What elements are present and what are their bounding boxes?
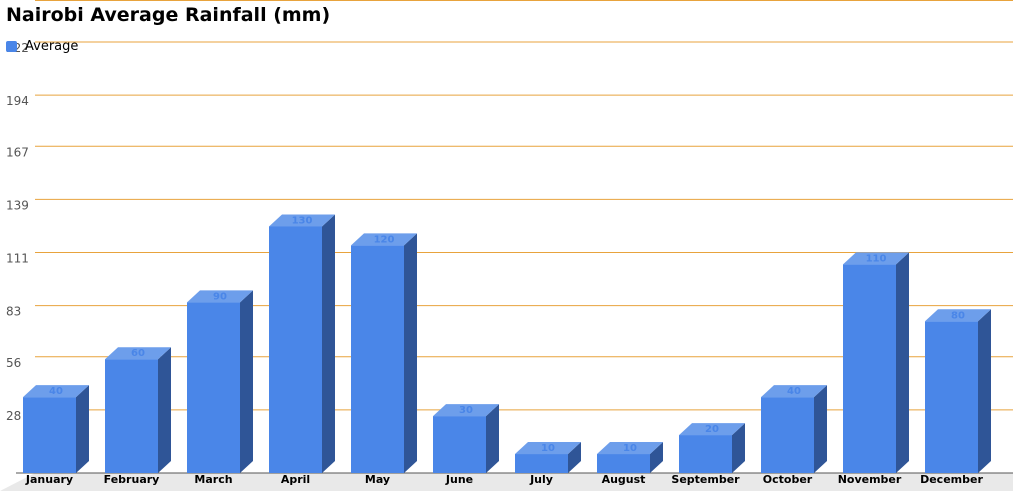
data-label: 20 <box>705 424 719 435</box>
bar-side <box>404 233 417 473</box>
x-tick-label: February <box>104 473 160 486</box>
bar-side <box>322 214 335 473</box>
x-tick-label: October <box>763 473 813 486</box>
x-tick-label: August <box>602 473 646 486</box>
bar <box>23 397 76 473</box>
x-tick-label: March <box>194 473 232 486</box>
bar <box>187 302 240 473</box>
data-label: 120 <box>374 234 395 245</box>
bar-side <box>978 309 991 473</box>
y-tick-label: 83 <box>6 305 21 319</box>
y-tick-label: 56 <box>6 356 21 370</box>
y-tick-label: 167 <box>6 145 29 159</box>
bar-top <box>761 385 827 398</box>
x-tick-label: April <box>281 473 310 486</box>
bar <box>515 454 568 473</box>
bar <box>105 359 158 473</box>
y-tick-label: 111 <box>6 252 29 266</box>
bar <box>597 454 650 473</box>
bar-top <box>187 290 253 303</box>
data-label: 40 <box>787 386 801 397</box>
bar <box>269 226 322 473</box>
x-axis-labels: January February March April May June July Augu… <box>25 473 984 486</box>
bar-top <box>515 442 581 455</box>
bar-side <box>568 442 581 473</box>
y-tick-label: 139 <box>6 198 29 212</box>
legend: Average <box>6 39 78 54</box>
bar-top <box>351 233 417 246</box>
x-tick-label: December <box>920 473 983 486</box>
chart-title: Nairobi Average Rainfall (mm) <box>6 4 331 26</box>
bar <box>925 321 978 473</box>
x-tick-label: November <box>838 473 902 486</box>
bar <box>679 435 732 473</box>
bar-top <box>433 404 499 417</box>
bar-side <box>732 423 745 473</box>
bar-side <box>896 252 909 473</box>
bars: 40 60 90 130 120 30 10 10 20 40 110 80 <box>23 214 991 473</box>
bar <box>433 416 486 473</box>
x-tick-label: September <box>671 473 740 486</box>
data-label: 10 <box>623 443 637 454</box>
y-tick-label: 194 <box>6 94 29 108</box>
data-label: 90 <box>213 291 227 302</box>
bar <box>761 397 814 473</box>
x-tick-label: June <box>445 473 473 486</box>
data-label: 30 <box>459 405 473 416</box>
data-label: 40 <box>49 386 63 397</box>
bar-top <box>843 252 909 265</box>
data-label: 60 <box>131 348 145 359</box>
data-label: 10 <box>541 443 555 454</box>
data-label: 110 <box>866 253 887 264</box>
chart-floor <box>0 473 1013 491</box>
bar-top <box>269 214 335 227</box>
x-tick-label: May <box>365 473 390 486</box>
bar-top <box>597 442 663 455</box>
x-tick-label: January <box>25 473 73 486</box>
bar-top <box>925 309 991 322</box>
bar-side <box>650 442 663 473</box>
x-tick-label: July <box>529 473 553 486</box>
bar-top <box>23 385 89 398</box>
bar-side <box>486 404 499 473</box>
bar-top <box>679 423 745 436</box>
bar-side <box>158 347 171 473</box>
bar-side <box>814 385 827 473</box>
legend-label: Average <box>25 39 79 54</box>
data-label: 130 <box>292 215 313 226</box>
bar <box>843 264 896 473</box>
bar-side <box>76 385 89 473</box>
data-label: 80 <box>951 310 965 321</box>
bar <box>351 245 404 473</box>
bar-top <box>105 347 171 360</box>
legend-swatch <box>6 41 17 52</box>
bar-side <box>240 290 253 473</box>
y-tick-label: 28 <box>6 409 21 423</box>
